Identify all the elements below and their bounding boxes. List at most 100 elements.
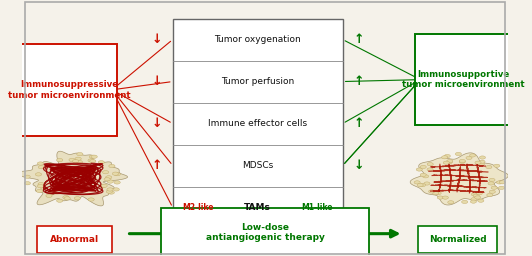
FancyBboxPatch shape (173, 18, 343, 229)
Circle shape (414, 181, 420, 184)
Circle shape (429, 190, 435, 193)
Circle shape (447, 159, 453, 163)
Text: Immunosupportive
tumor microenvironment: Immunosupportive tumor microenvironment (402, 70, 525, 89)
Circle shape (489, 178, 495, 182)
Circle shape (109, 164, 115, 168)
Circle shape (40, 186, 47, 189)
FancyBboxPatch shape (415, 34, 511, 125)
Text: Low-dose
antiangiogenic therapy: Low-dose antiangiogenic therapy (205, 223, 325, 242)
Circle shape (37, 185, 44, 188)
Circle shape (56, 158, 63, 162)
Circle shape (459, 159, 466, 163)
Circle shape (74, 197, 80, 200)
Circle shape (105, 176, 112, 179)
Text: ↓: ↓ (152, 117, 162, 130)
Circle shape (24, 175, 30, 178)
Circle shape (437, 196, 443, 199)
Circle shape (433, 191, 439, 195)
Circle shape (89, 155, 96, 158)
Circle shape (488, 182, 494, 185)
Circle shape (69, 158, 75, 162)
Text: Normalized: Normalized (429, 235, 486, 244)
Circle shape (88, 198, 94, 201)
Circle shape (475, 196, 481, 199)
Circle shape (494, 164, 500, 167)
Circle shape (35, 173, 41, 176)
Circle shape (424, 182, 430, 185)
FancyBboxPatch shape (21, 44, 117, 136)
Circle shape (478, 199, 484, 202)
Circle shape (106, 190, 112, 193)
Circle shape (38, 166, 45, 169)
Text: ↑: ↑ (353, 33, 364, 46)
Circle shape (38, 183, 44, 186)
Text: ↑: ↑ (152, 159, 162, 172)
Circle shape (416, 168, 422, 171)
Circle shape (442, 196, 448, 199)
Circle shape (36, 189, 43, 193)
Circle shape (37, 162, 44, 165)
Circle shape (72, 159, 79, 163)
Circle shape (24, 182, 30, 185)
Circle shape (499, 181, 505, 184)
Circle shape (446, 161, 452, 164)
Text: Abnormal: Abnormal (50, 235, 99, 244)
Circle shape (427, 168, 433, 171)
Circle shape (101, 184, 107, 187)
Circle shape (498, 186, 504, 189)
Circle shape (466, 156, 472, 159)
Circle shape (420, 165, 426, 168)
Text: Immunosuppressive
tumor microenvironment: Immunosuppressive tumor microenvironment (8, 80, 130, 100)
Circle shape (75, 157, 81, 161)
Circle shape (50, 191, 56, 194)
Circle shape (64, 197, 70, 200)
Circle shape (473, 194, 479, 197)
Circle shape (77, 153, 83, 156)
Circle shape (99, 185, 105, 188)
Text: M2-like: M2-like (182, 203, 214, 212)
Circle shape (114, 181, 120, 184)
Circle shape (107, 180, 113, 183)
Polygon shape (410, 153, 508, 205)
Circle shape (487, 194, 493, 197)
Text: TAMs: TAMs (244, 203, 271, 212)
Text: ↑: ↑ (353, 117, 364, 130)
Circle shape (88, 159, 94, 162)
Circle shape (50, 191, 56, 194)
Circle shape (422, 175, 429, 178)
Circle shape (496, 181, 502, 184)
Circle shape (63, 196, 69, 199)
Circle shape (104, 178, 110, 181)
Text: Tumor oxygenation: Tumor oxygenation (214, 35, 301, 44)
Text: Immune effector cells: Immune effector cells (208, 119, 307, 128)
Circle shape (46, 194, 52, 197)
FancyBboxPatch shape (161, 208, 369, 256)
Circle shape (103, 170, 109, 174)
Text: ↑: ↑ (353, 75, 364, 88)
Circle shape (417, 184, 423, 187)
Circle shape (108, 191, 114, 194)
Circle shape (479, 160, 485, 163)
Circle shape (444, 154, 451, 158)
FancyBboxPatch shape (418, 226, 497, 253)
Circle shape (471, 198, 477, 201)
Circle shape (489, 190, 495, 193)
Circle shape (455, 152, 461, 156)
Circle shape (112, 172, 119, 175)
Circle shape (479, 156, 486, 159)
Circle shape (475, 161, 481, 164)
Circle shape (486, 165, 492, 169)
Circle shape (90, 159, 96, 163)
Text: ↓: ↓ (152, 75, 162, 88)
Circle shape (459, 160, 466, 163)
Circle shape (76, 161, 82, 164)
Text: ↓: ↓ (152, 33, 162, 46)
Circle shape (435, 191, 441, 195)
Circle shape (442, 156, 448, 159)
Circle shape (98, 161, 104, 164)
Circle shape (491, 186, 497, 189)
FancyBboxPatch shape (37, 226, 112, 253)
Circle shape (448, 201, 454, 204)
Circle shape (114, 173, 120, 176)
Circle shape (427, 163, 433, 166)
